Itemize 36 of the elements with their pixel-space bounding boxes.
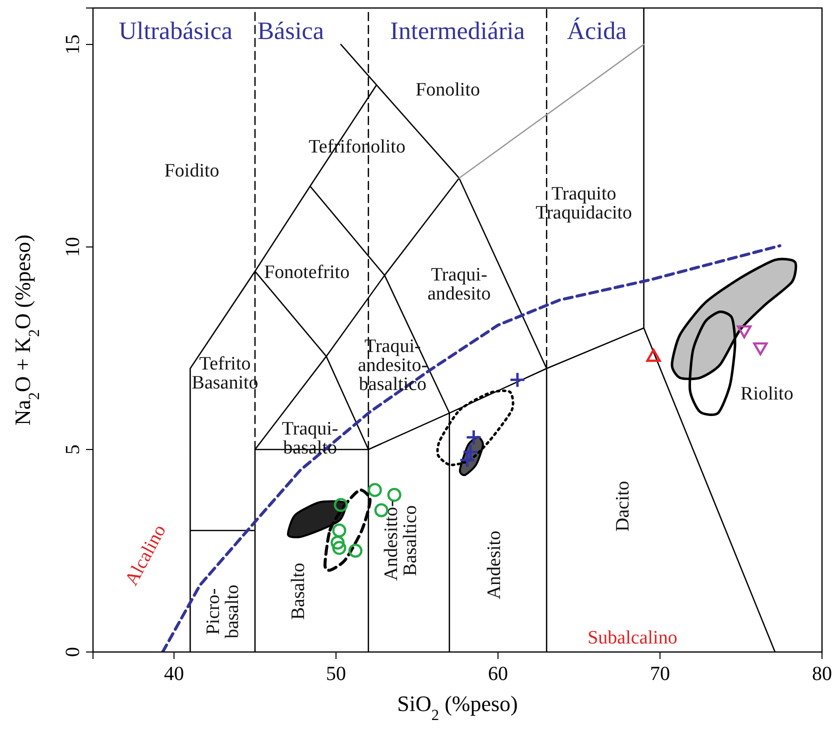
x-axis-title: SiO$_{2}$ (%peso) (397, 691, 518, 724)
point (368, 482, 382, 497)
y-tick-label: 5 (62, 444, 84, 454)
point (330, 536, 345, 550)
annotation: Picro- basalto (203, 584, 244, 638)
annotation: Foidito (164, 160, 220, 182)
annotation: Traqui- andesito (427, 264, 491, 305)
point (332, 540, 346, 555)
x-tick-label: 80 (812, 663, 832, 685)
x-tick-label: 40 (164, 663, 184, 685)
annotation: Intermediária (390, 18, 525, 46)
annotation: Riolito (740, 383, 794, 404)
x-tick-label: 60 (488, 663, 508, 685)
annotation: Tefrito Basanito (192, 354, 258, 394)
point (510, 372, 524, 387)
y-tick-label: 10 (62, 236, 84, 257)
x-tick-label: 70 (650, 663, 670, 685)
annotation: Dacito (612, 480, 634, 532)
annotation: Andesitto- Basaltico (381, 500, 422, 581)
annotation: Andesito (484, 530, 505, 600)
point (332, 523, 346, 538)
annotation: Fonolito (416, 80, 480, 101)
point (348, 544, 362, 558)
point (334, 498, 348, 512)
x-tick-label: 50 (326, 663, 346, 685)
annotation: Básica (257, 18, 324, 46)
y-tick-label: 15 (62, 34, 84, 54)
point (387, 488, 402, 502)
annotation: Subalcalino (588, 628, 678, 649)
annotation: Fonotefrito (264, 262, 350, 283)
annotation: Traquito Traquidacito (536, 184, 632, 224)
point (466, 430, 481, 444)
annotation: Basalto (288, 562, 309, 620)
y-tick-label: 0 (62, 647, 84, 657)
annotation: Ultrabásica (118, 18, 233, 46)
annotation: Ácida (566, 17, 627, 46)
